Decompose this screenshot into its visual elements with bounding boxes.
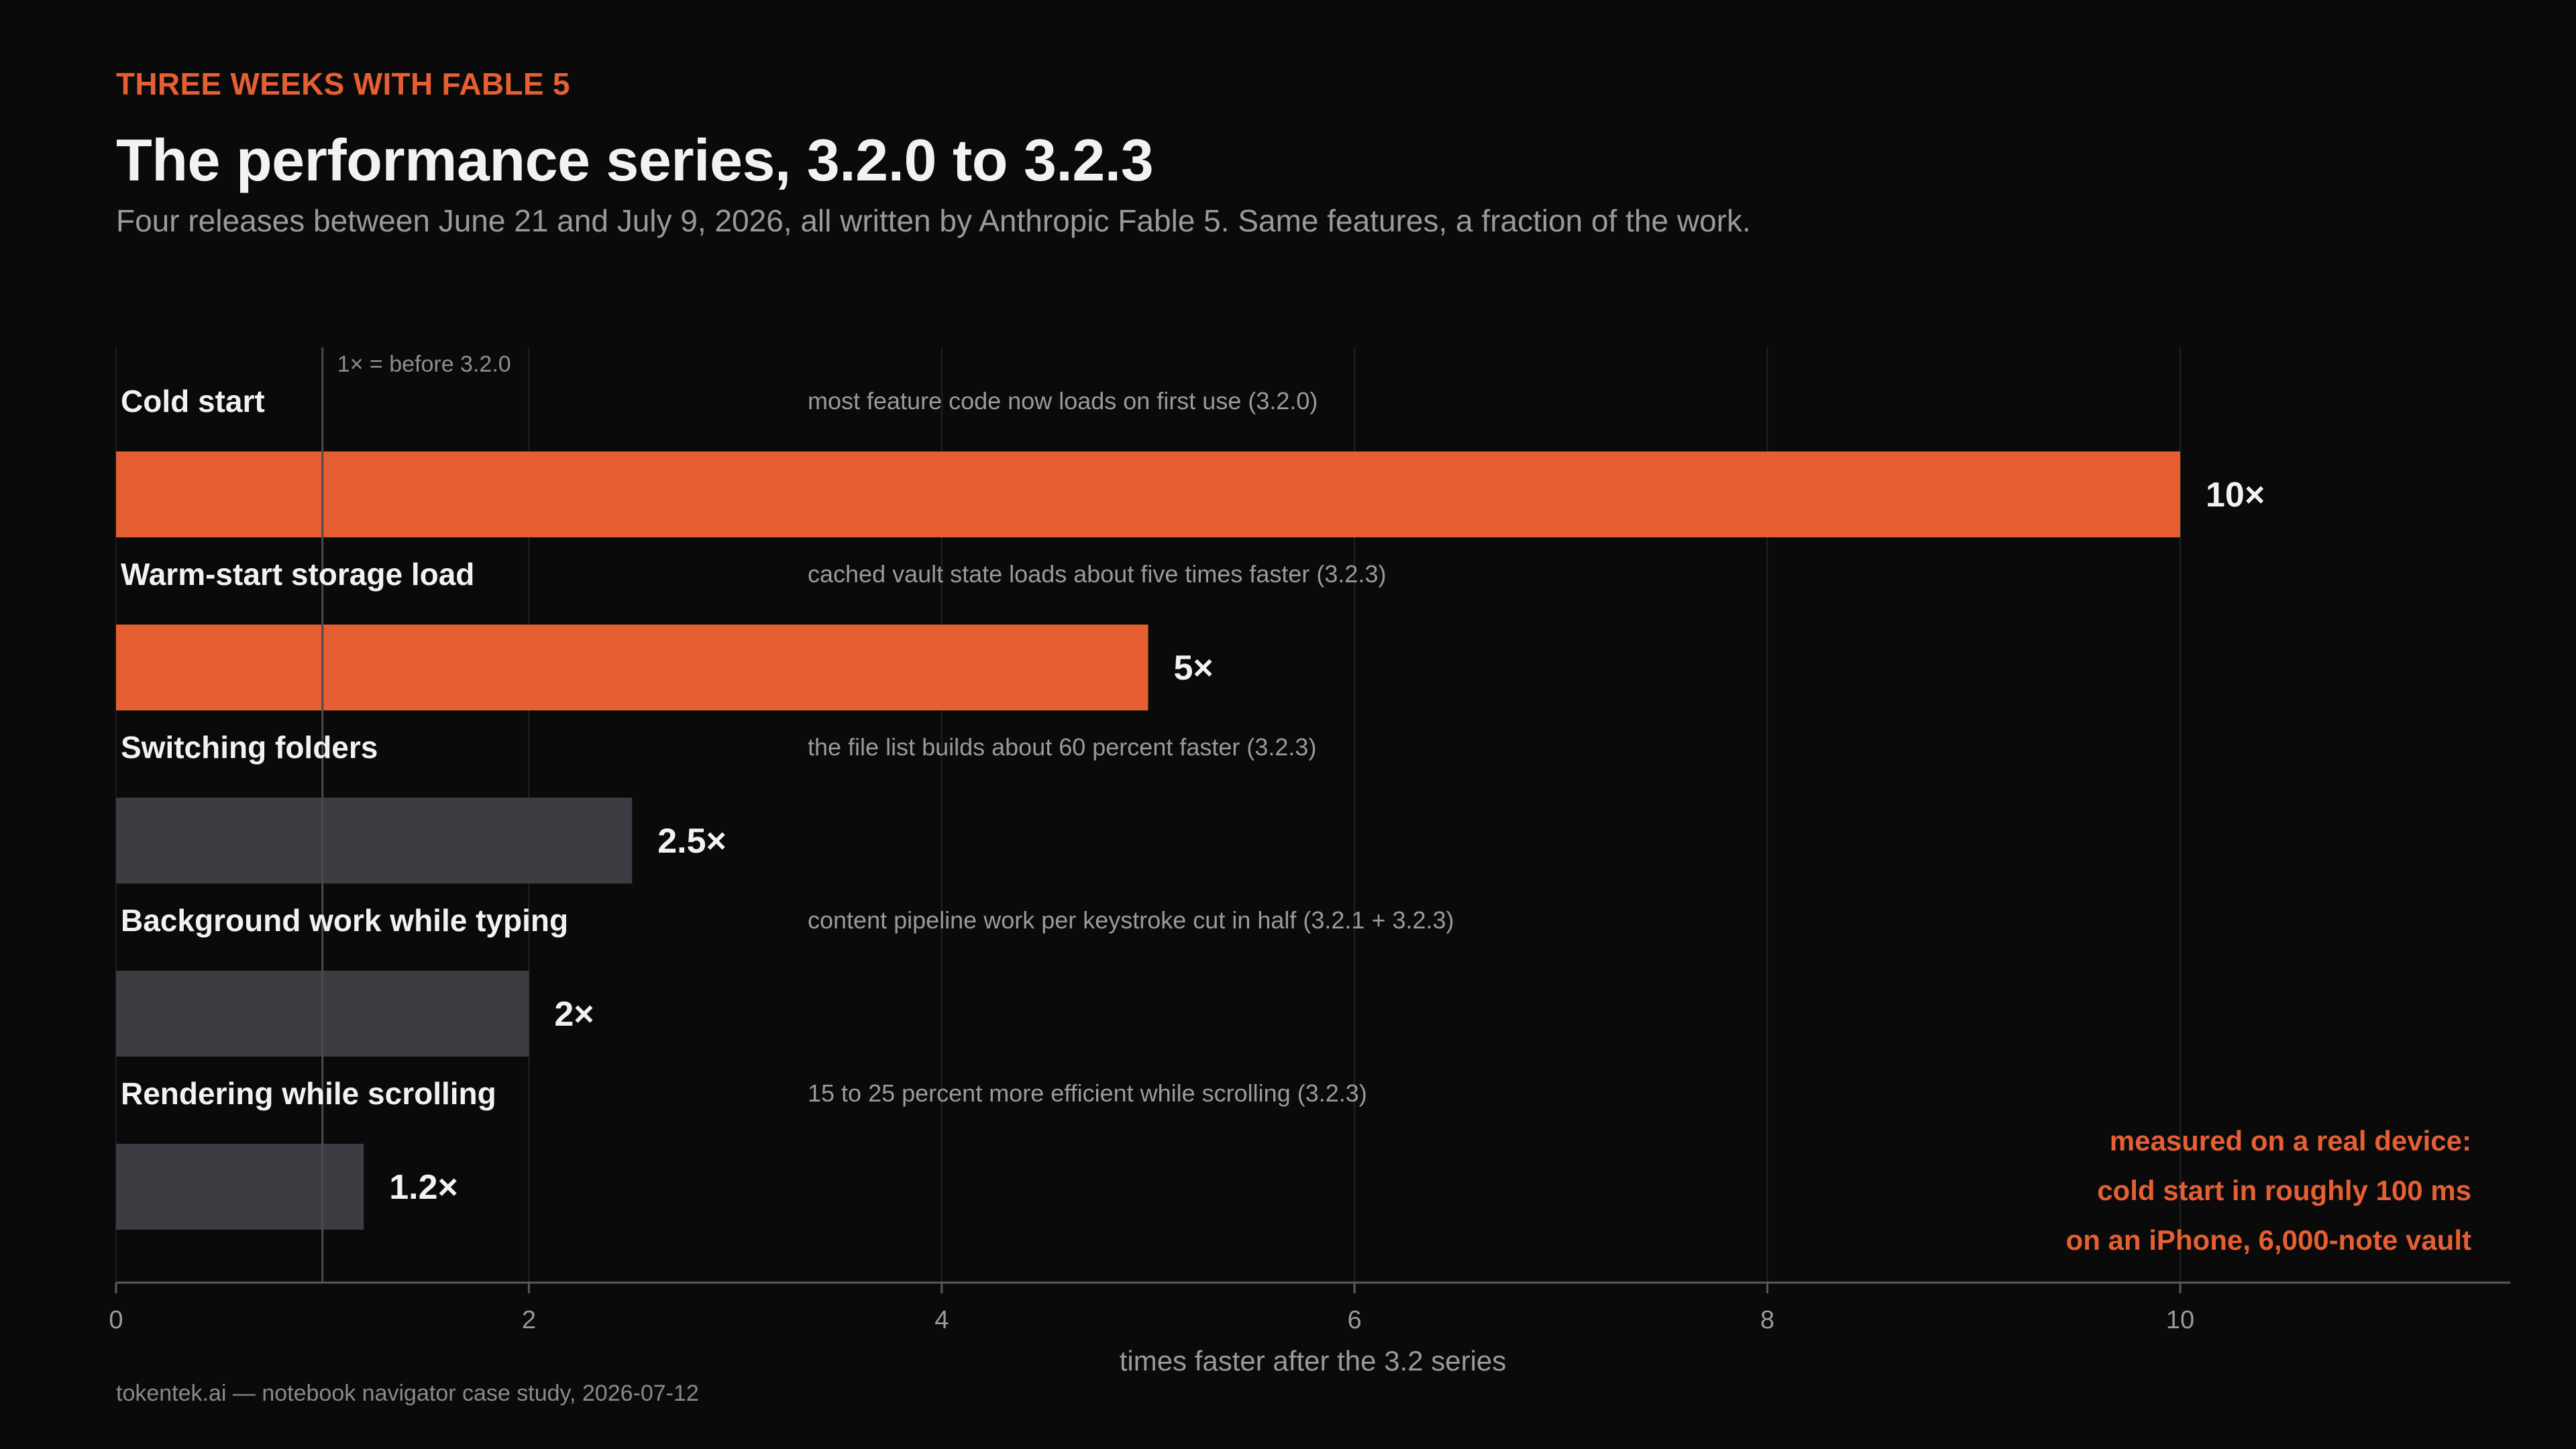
bar-3 [116, 798, 633, 883]
bar-note-4: content pipeline work per keystroke cut … [808, 906, 1454, 934]
category-label-1: Cold start [121, 384, 265, 419]
bar-note-2: cached vault state loads about five time… [808, 560, 1386, 588]
x-tick-label-2: 2 [522, 1306, 536, 1334]
category-label-4: Background work while typing [121, 903, 568, 938]
x-tick-label-8: 8 [1760, 1306, 1774, 1334]
callout-line-3: on an iPhone, 6,000-note vault [2065, 1224, 2471, 1256]
bar-note-5: 15 to 25 percent more efficient while sc… [808, 1079, 1367, 1107]
value-label-4: 2× [554, 995, 594, 1034]
value-label-5: 1.2× [389, 1168, 458, 1207]
category-label-2: Warm-start storage load [121, 557, 474, 592]
callout-line-1: measured on a real device: [2109, 1125, 2471, 1157]
x-tick-label-10: 10 [2166, 1306, 2194, 1334]
callout-line-2: cold start in roughly 100 ms [2097, 1175, 2471, 1206]
value-label-1: 10× [2206, 476, 2265, 515]
measurement-callout: measured on a real device: cold start in… [2066, 1116, 2471, 1265]
chart-title: The performance series, 3.2.0 to 3.2.3 [116, 127, 1154, 193]
x-tick-label-0: 0 [109, 1306, 123, 1334]
x-tick-label-4: 4 [934, 1306, 949, 1334]
bar-1 [116, 451, 2180, 537]
bar-note-3: the file list builds about 60 percent fa… [808, 733, 1316, 761]
chart-kicker: THREE WEEKS WITH FABLE 5 [116, 66, 570, 101]
x-axis-title: times faster after the 3.2 series [1120, 1345, 1507, 1377]
x-tick-label-6: 6 [1348, 1306, 1362, 1334]
bar-2 [116, 625, 1148, 710]
category-label-5: Rendering while scrolling [121, 1076, 496, 1111]
chart-footer: tokentek.ai — notebook navigator case st… [116, 1381, 699, 1406]
bar-5 [116, 1144, 364, 1230]
bar-note-1: most feature code now loads on first use… [808, 387, 1318, 415]
reference-line-label: 1× = before 3.2.0 [337, 352, 511, 377]
value-label-3: 2.5× [657, 822, 727, 861]
value-label-2: 5× [1174, 649, 1214, 688]
category-label-3: Switching folders [121, 730, 378, 765]
chart-subtitle: Four releases between June 21 and July 9… [116, 203, 1751, 238]
